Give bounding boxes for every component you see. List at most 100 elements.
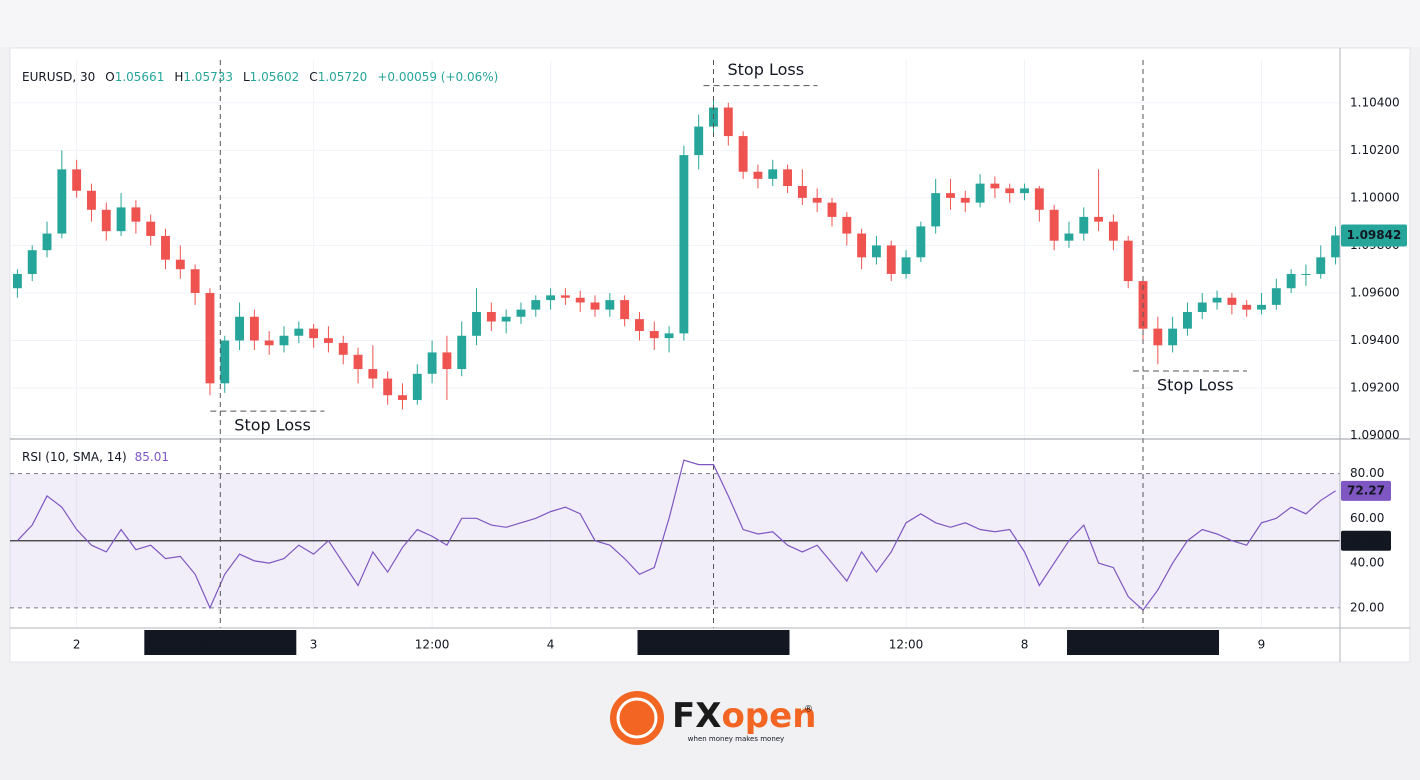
y-tick-label: 1.09200 — [1350, 381, 1400, 395]
candle-body — [501, 316, 511, 322]
candle-body — [1005, 188, 1015, 194]
candle-body — [486, 312, 496, 322]
midline-badge-label: 50.00 — [1349, 533, 1383, 547]
candle-body — [857, 233, 867, 258]
candle-body — [931, 193, 941, 227]
y-tick-label: 20.00 — [1350, 600, 1384, 614]
brand-fx: FX — [672, 696, 721, 736]
candle-body — [1123, 240, 1133, 282]
candle-body — [57, 169, 67, 234]
candle-body — [649, 331, 659, 339]
rsi-title: RSI (10, SMA, 14) — [22, 450, 127, 464]
candle-body — [960, 197, 970, 203]
candle-body — [1257, 304, 1266, 310]
x-tick-label: 4 — [547, 638, 555, 652]
logo-icon-ring — [616, 697, 658, 739]
candle-body — [427, 352, 437, 374]
candle-body — [220, 340, 230, 384]
candle-body — [12, 273, 22, 289]
ohlc-value: 1.05733 — [183, 70, 233, 84]
candle-body — [679, 155, 689, 334]
candle-body — [516, 309, 526, 317]
candle-body — [205, 292, 215, 384]
candle-body — [975, 183, 985, 203]
y-tick-label: 1.09600 — [1350, 285, 1400, 299]
candle-body — [27, 250, 37, 274]
candle-body — [946, 193, 955, 198]
crosshair-label: 2023/08/08 12:00:00 — [1080, 636, 1207, 650]
crosshair-label-box — [1067, 630, 1220, 655]
ohlc-legend: EURUSD, 30 O1.05661 H1.05733 L1.05602 C1.057… — [22, 70, 498, 84]
crosshair-label-box — [144, 630, 297, 655]
candle-body — [1079, 216, 1089, 234]
ohlc-key: O — [105, 70, 114, 84]
candle-body — [116, 207, 126, 232]
candle-body — [531, 300, 541, 310]
candle-body — [1301, 273, 1311, 275]
candle-body — [368, 369, 378, 379]
crosshair-label: 2023/08/02 14:30:00 — [157, 636, 284, 650]
candle-body — [575, 297, 585, 303]
candle-body — [353, 354, 363, 370]
candle-body — [916, 226, 926, 258]
candle-body — [1168, 328, 1178, 346]
rsi-legend: RSI (10, SMA, 14) 85.01 — [22, 450, 169, 464]
candle-body — [1197, 302, 1207, 312]
crosshair-label-box — [637, 630, 790, 655]
crosshair-label: 2023/08/04 16:30:00 — [650, 636, 777, 650]
ohlc-key: L — [243, 70, 250, 84]
candle-body — [560, 295, 570, 298]
candle-body — [472, 312, 481, 336]
stop-loss-label: Stop Loss — [234, 416, 311, 435]
candle-body — [1049, 209, 1059, 241]
candle-body — [442, 352, 452, 370]
price-badge — [1341, 224, 1407, 247]
candle-body — [753, 171, 763, 179]
candle-body — [1227, 297, 1237, 305]
brand: FXopen — [672, 696, 816, 736]
candle-body — [1153, 328, 1163, 346]
candle-body — [190, 269, 200, 293]
candle-body — [546, 295, 556, 301]
candle-body — [620, 300, 630, 320]
stop-loss-label: Stop Loss — [1157, 375, 1234, 394]
ohlc-value: 1.05602 — [250, 70, 300, 84]
x-tick-label: 8 — [1021, 638, 1029, 652]
stop-loss-label: Stop Loss — [728, 60, 805, 79]
candle-body — [1316, 257, 1326, 274]
candle-body — [871, 245, 881, 258]
ohlc-change: +0.00059 (+0.06%) — [377, 70, 498, 84]
candle-body — [309, 328, 319, 339]
candle-body — [398, 395, 407, 400]
rsi-badge — [1341, 480, 1391, 501]
y-tick-label: 1.10400 — [1350, 95, 1400, 109]
candle-body — [235, 316, 245, 341]
candle-body — [635, 319, 644, 332]
y-tick-label: 1.10000 — [1350, 190, 1400, 204]
candle-body — [723, 107, 733, 137]
logo: FXopen ® when money makes money — [610, 691, 816, 745]
tagline: when money makes money — [688, 735, 784, 743]
candle-body — [590, 302, 600, 310]
candle-body — [294, 328, 304, 336]
candle-body — [175, 259, 185, 270]
candle-body — [323, 338, 333, 343]
ohlc-key: H — [174, 70, 183, 84]
symbol: EURUSD, 30 — [22, 70, 95, 84]
x-tick-label: 3 — [310, 638, 318, 652]
candle-body — [1094, 216, 1104, 222]
candle-body — [1020, 188, 1029, 194]
rsi-line — [16, 459, 1336, 611]
y-tick-label: 60.00 — [1350, 511, 1384, 525]
candle-body — [1034, 188, 1044, 210]
candle-body — [842, 216, 852, 234]
plot — [10, 60, 1340, 628]
y-tick-label: 1.09400 — [1350, 333, 1400, 347]
candle-body — [812, 197, 822, 203]
candle-body — [249, 316, 259, 341]
x-tick-label: 12:00 — [415, 638, 450, 652]
candle-body — [664, 333, 674, 339]
y-tick-label: 1.10200 — [1350, 143, 1400, 157]
ohlc-value: 1.05720 — [318, 70, 368, 84]
